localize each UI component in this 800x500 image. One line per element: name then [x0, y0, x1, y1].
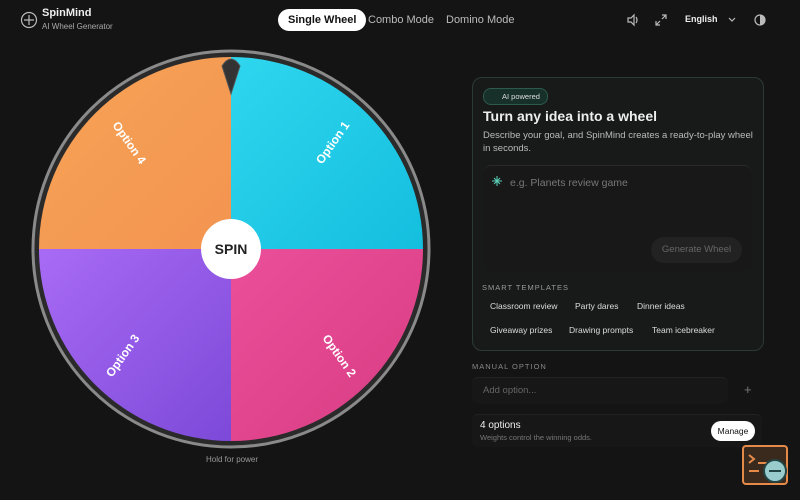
template-chip[interactable]: Team icebreaker — [652, 325, 715, 335]
add-button[interactable]: + — [744, 382, 752, 397]
template-chip[interactable]: Dinner ideas — [637, 301, 685, 311]
template-chip[interactable]: Party dares — [575, 301, 619, 311]
chevron — [728, 17, 736, 22]
tab[interactable]: Combo Mode — [368, 14, 435, 26]
spin-button[interactable] — [201, 219, 261, 279]
templates-label: SMART TEMPLATES — [482, 283, 569, 292]
manual-label: MANUAL OPTION — [472, 362, 547, 371]
sound-button[interactable] — [626, 13, 640, 27]
fullscreen-button[interactable] — [654, 13, 668, 27]
panel-description: Describe your goal, and SpinMind creates… — [483, 130, 753, 154]
segment — [39, 249, 231, 441]
generate-button[interactable]: Generate Wheel — [651, 237, 742, 263]
badge: AI powered — [483, 88, 548, 105]
template-chip[interactable]: Drawing prompts — [569, 325, 634, 335]
segment — [231, 57, 423, 249]
brand: SpinMind — [42, 7, 92, 19]
options-count: 4 options — [480, 420, 521, 431]
logo — [20, 11, 38, 29]
options-note: Weights control the winning odds. — [480, 433, 593, 442]
hint: Hold for power — [206, 455, 259, 464]
template-chip[interactable]: Classroom review — [490, 301, 558, 311]
tagline: AI Wheel Generator — [42, 22, 113, 31]
help-widget[interactable] — [742, 445, 790, 487]
option-input[interactable] — [472, 377, 728, 404]
pointer — [221, 58, 241, 96]
spin-label: SPIN — [215, 241, 248, 257]
option-placeholder: Add option... — [483, 385, 537, 396]
tab[interactable]: Domino Mode — [446, 14, 515, 26]
tab[interactable]: Single Wheel — [278, 9, 367, 31]
manage-button[interactable]: Manage — [711, 421, 755, 441]
theme-button[interactable] — [753, 13, 767, 27]
template-chip[interactable]: Giveaway prizes — [490, 325, 553, 335]
segment — [231, 249, 423, 441]
sparkle-icon — [492, 176, 502, 186]
prompt-placeholder: e.g. Planets review game — [510, 177, 628, 189]
wheel[interactable]: Option 1 Option 2 Option 3 Option 4 SPIN — [0, 40, 470, 480]
language-select[interactable]: English — [685, 14, 718, 24]
panel-title: Turn any idea into a wheel — [483, 108, 657, 124]
segment — [39, 57, 231, 249]
